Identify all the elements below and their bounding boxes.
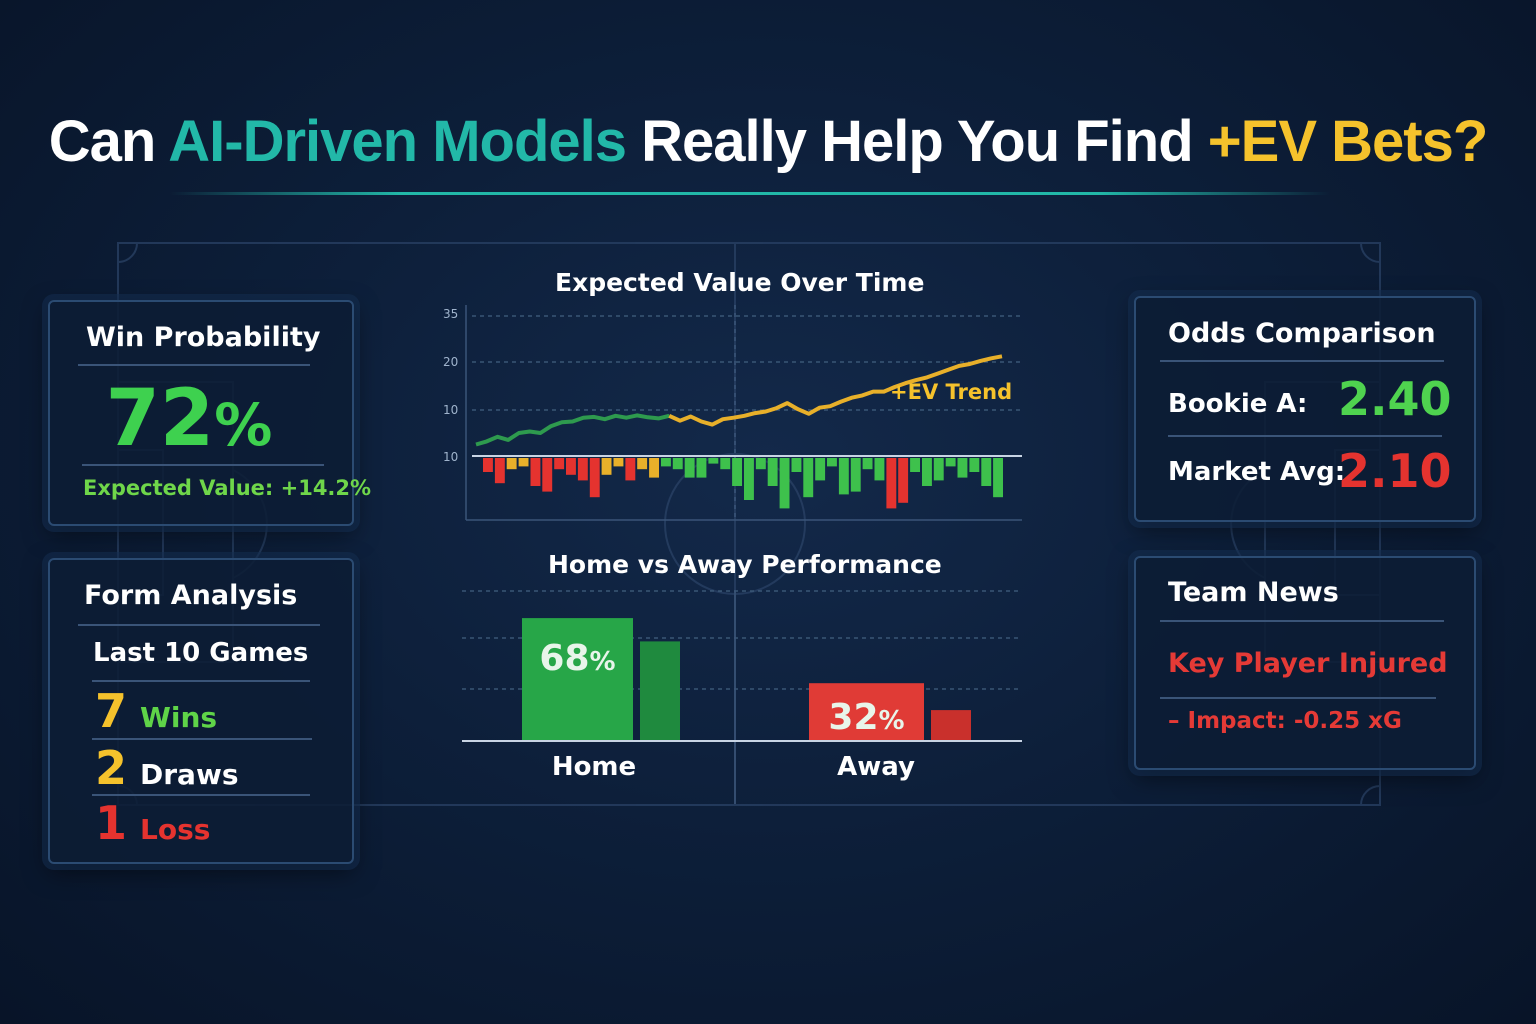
title-part-3: Really Help You Find xyxy=(626,109,1208,174)
team-news-headline: Key Player Injured xyxy=(1168,648,1448,679)
odds-value-market: 2.10 xyxy=(1338,444,1452,498)
form-count-wins: 7 xyxy=(95,684,128,738)
win-probability-unit: % xyxy=(214,391,273,459)
form-analysis-divider xyxy=(78,624,320,626)
win-probability-divider xyxy=(78,364,310,366)
win-probability-title: Win Probability xyxy=(86,322,321,353)
form-row-divider-1 xyxy=(92,680,310,682)
odds-comparison-title: Odds Comparison xyxy=(1168,318,1436,349)
title-part-2: AI-Driven Models xyxy=(168,109,627,174)
form-analysis-subtitle: Last 10 Games xyxy=(93,638,309,668)
form-analysis-card xyxy=(48,558,354,864)
team-news-title: Team News xyxy=(1168,577,1339,608)
form-label-wins: Wins xyxy=(140,701,218,734)
form-count-draws: 2 xyxy=(95,741,128,795)
form-label-loss: Loss xyxy=(140,813,211,846)
form-analysis-title: Form Analysis xyxy=(84,580,298,611)
form-row-divider-3 xyxy=(92,794,310,796)
page-title: Can AI-Driven Models Really Help You Fin… xyxy=(0,108,1536,175)
ev-chart-title: Expected Value Over Time xyxy=(555,268,925,297)
odds-label-bookie: Bookie A: xyxy=(1168,389,1308,419)
odds-label-market: Market Avg: xyxy=(1168,457,1346,487)
win-probability-card xyxy=(48,300,354,526)
form-row-loss: 1 Loss xyxy=(95,796,210,850)
team-news-divider-1 xyxy=(1160,620,1444,622)
form-count-loss: 1 xyxy=(95,796,128,850)
title-part-4: +EV Bets? xyxy=(1207,109,1488,174)
form-label-draws: Draws xyxy=(140,758,239,791)
win-probability-number: 72 xyxy=(105,374,215,464)
form-row-wins: 7 Wins xyxy=(95,684,217,738)
home-away-chart-title: Home vs Away Performance xyxy=(548,550,942,579)
win-probability-divider-2 xyxy=(82,464,324,466)
title-part-1: Can xyxy=(48,109,169,174)
team-news-impact: – Impact: -0.25 xG xyxy=(1168,708,1402,734)
odds-divider-2 xyxy=(1168,435,1442,437)
odds-value-bookie: 2.40 xyxy=(1338,372,1452,426)
team-news-card xyxy=(1134,556,1476,770)
form-row-draws: 2 Draws xyxy=(95,741,238,795)
odds-comparison-card xyxy=(1134,296,1476,522)
team-news-divider-2 xyxy=(1160,697,1436,699)
form-row-divider-2 xyxy=(92,738,312,740)
expected-value-label: Expected Value: +14.2% xyxy=(83,476,372,500)
win-probability-value: 72% xyxy=(84,374,294,464)
odds-divider-1 xyxy=(1160,360,1444,362)
title-underline xyxy=(170,192,1330,195)
